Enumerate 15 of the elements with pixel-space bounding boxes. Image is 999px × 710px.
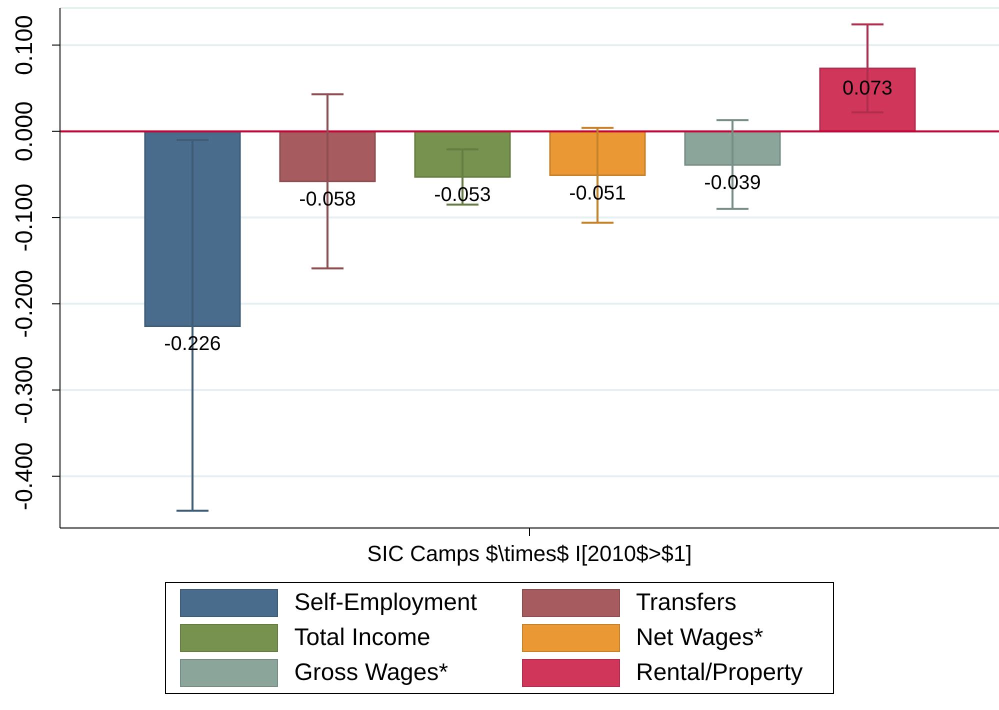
legend-label: Rental/Property (636, 659, 803, 687)
y-tick-label: -0.100 (11, 184, 38, 252)
y-tick-label: -0.300 (11, 356, 38, 424)
y-tick-label: 0.100 (11, 15, 38, 76)
legend-label: Transfers (636, 589, 736, 617)
data-label: 0.073 (842, 77, 893, 100)
legend-label: Self-Employment (294, 589, 477, 617)
legend-label: Net Wages* (636, 624, 764, 652)
y-tick-label: -0.400 (11, 442, 38, 510)
y-tick-label: -0.200 (11, 270, 38, 338)
data-label: -0.039 (704, 172, 761, 194)
legend-label: Gross Wages* (294, 659, 448, 687)
x-axis-title: SIC Camps $\times$ I[2010$>$1] (366, 540, 693, 568)
legend-label: Total Income (294, 624, 430, 652)
y-tick-label: 0.000 (11, 101, 38, 162)
